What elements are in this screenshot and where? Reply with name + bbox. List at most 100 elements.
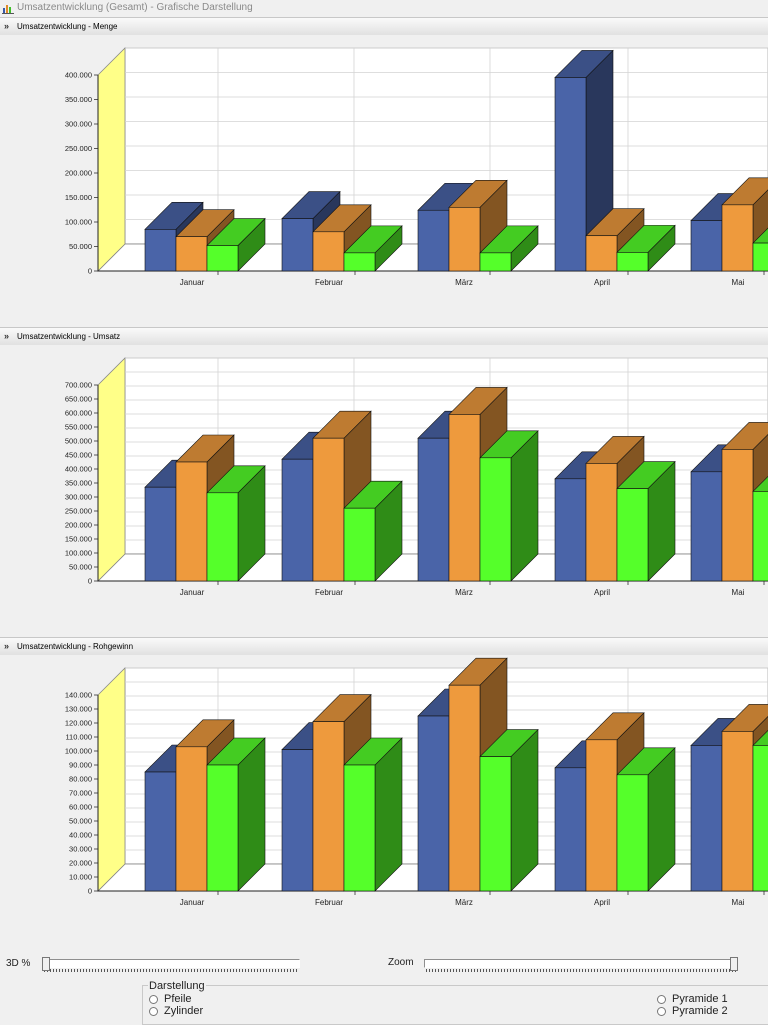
zoom-label: Zoom [388,957,414,968]
y-tick-label: 100.000 [65,218,92,227]
radio-button-icon[interactable] [657,994,666,1004]
bar-front [175,461,208,582]
y-tick-label: 30.000 [69,845,92,854]
chart-menge: 0 50.000 100.000 150.000 200.000 250.000 300.0… [0,35,768,325]
y-tick-label: 50.000 [69,817,92,826]
y-tick-label: 40.000 [69,831,92,840]
bar-front [585,739,618,892]
radio-pfeile[interactable]: Pfeile [149,993,192,1005]
slider-track[interactable] [42,959,300,968]
bar-front [206,492,239,582]
zoom-slider[interactable] [424,957,738,972]
radio-label: Zylinder [164,1005,204,1017]
bar-front [721,731,754,892]
bar-front [343,507,376,582]
y-tick-label: 200.000 [65,521,92,530]
y-tick-label: 500.000 [65,437,92,446]
bar-front [448,684,481,892]
bar-front [281,218,314,272]
x-category-label: März [455,278,473,287]
bar-front [752,745,768,892]
y-tick-label: 70.000 [69,789,92,798]
x-category-label: Januar [180,588,205,597]
x-category-label: Februar [315,898,343,907]
y-tick-label: 600.000 [65,409,92,418]
x-category-label: April [594,588,610,597]
y-tick-label: 90.000 [69,761,92,770]
double-chevron-down-icon[interactable]: » [4,641,10,651]
radio-label: Pfeile [164,993,192,1005]
bar [206,737,266,892]
radio-pyramide-2[interactable]: Pyramide 2 [657,1005,728,1017]
group-label: Darstellung [148,980,206,992]
panel-header-menge[interactable]: » Umsatzentwicklung - Menge [0,17,768,36]
panel-header-rohgewinn[interactable]: » Umsatzentwicklung - Rohgewinn [0,637,768,656]
y-tick-label: 100.000 [65,549,92,558]
bar-front [554,478,587,582]
radio-zylinder[interactable]: Zylinder [149,1005,203,1017]
panel-header-umsatz[interactable]: » Umsatzentwicklung - Umsatz [0,327,768,346]
y-tick-label: 120.000 [65,719,92,728]
depth-slider[interactable] [42,957,300,972]
y-tick-label: 300.000 [65,120,92,129]
y-tick-label: 550.000 [65,423,92,432]
y-tick-label: 0 [88,267,92,276]
bar-top [752,475,768,492]
bar-front [554,77,587,272]
y-tick-label: 130.000 [65,705,92,714]
bar-front [144,229,177,272]
bar [616,460,676,582]
y-tick-label: 0 [88,887,92,896]
x-category-label: März [455,588,473,597]
y-tick-label: 50.000 [69,563,92,572]
bar-front [144,771,177,892]
y-tick-label: 60.000 [69,803,92,812]
bar [343,225,403,272]
double-chevron-down-icon[interactable]: » [4,21,10,31]
bar [343,480,403,582]
bar-front [616,774,649,892]
left-wall [97,667,126,892]
bar [616,224,676,272]
bar-front [281,458,314,582]
bar-front [752,242,768,272]
radio-button-icon[interactable] [149,1006,158,1016]
bar-front [479,756,512,892]
darstellung-group: Darstellung Pfeile Zylinder Pyramide 1 P… [142,980,768,1025]
x-category-label: Januar [180,278,205,287]
bar-front [585,463,618,582]
app-icon [2,5,14,14]
panel-title: Umsatzentwicklung - Menge [17,22,118,31]
y-tick-label: 400.000 [65,71,92,80]
chart-umsatz: 0 50.000 100.000 150.000 200.000 250.000 300.0… [0,345,768,635]
radio-pyramide-1[interactable]: Pyramide 1 [657,993,728,1005]
title-bar: Umsatzentwicklung (Gesamt) - Grafische D… [0,0,768,16]
x-category-label: April [594,898,610,907]
double-chevron-down-icon[interactable]: » [4,331,10,341]
bar-front [721,449,754,582]
y-tick-label: 400.000 [65,465,92,474]
x-category-label: Februar [315,278,343,287]
slider-track[interactable] [424,959,738,968]
bar-front [690,220,723,272]
y-tick-label: 350.000 [65,479,92,488]
bar [479,225,539,272]
radio-button-icon[interactable] [657,1006,666,1016]
bar-front [175,236,208,272]
bar [479,430,539,582]
chart-rohgewinn: 0 10.000 20.000 30.000 40.000 50.000 60.000 70.… [0,655,768,945]
y-tick-label: 650.000 [65,395,92,404]
slider-thumb[interactable] [42,957,50,971]
y-tick-label: 80.000 [69,775,92,784]
bar-front [752,491,768,582]
slider-thumb[interactable] [730,957,738,971]
x-category-label: Mai [732,588,745,597]
panel-title: Umsatzentwicklung - Rohgewinn [17,642,134,651]
panel-title: Umsatzentwicklung - Umsatz [17,332,121,341]
x-category-label: April [594,278,610,287]
bar [616,747,676,892]
y-tick-label: 450.000 [65,451,92,460]
window-title: Umsatzentwicklung (Gesamt) - Grafische D… [17,2,253,13]
bar-front [479,457,512,582]
radio-button-icon[interactable] [149,994,158,1004]
